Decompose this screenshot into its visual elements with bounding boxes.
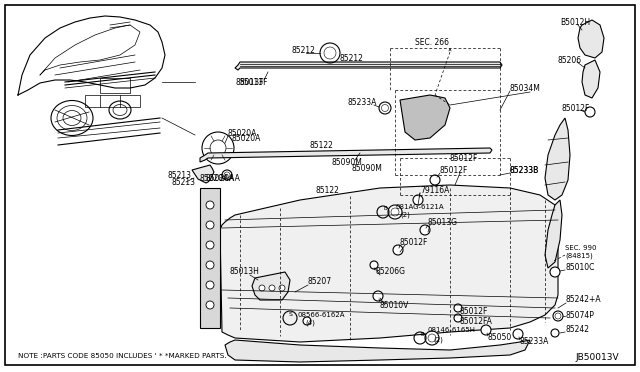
Bar xyxy=(100,78,130,93)
Text: NOTE :PARTS CODE 85050 INCLUDES ' * *MARKED PARTS.: NOTE :PARTS CODE 85050 INCLUDES ' * *MAR… xyxy=(18,353,227,359)
Circle shape xyxy=(550,267,560,277)
Text: 85090M: 85090M xyxy=(332,157,363,167)
Circle shape xyxy=(430,175,440,185)
Text: 85233A: 85233A xyxy=(347,97,376,106)
Text: 85212: 85212 xyxy=(340,54,364,62)
Circle shape xyxy=(222,170,232,180)
Text: 85012F: 85012F xyxy=(460,308,488,317)
Text: 85206: 85206 xyxy=(558,55,582,64)
Text: 85013F: 85013F xyxy=(240,77,269,87)
Circle shape xyxy=(481,325,491,335)
Polygon shape xyxy=(400,95,450,140)
Text: 85034M: 85034M xyxy=(510,83,541,93)
Text: 85012F: 85012F xyxy=(450,154,478,163)
Circle shape xyxy=(259,285,265,291)
Text: 85010V: 85010V xyxy=(380,301,410,310)
Circle shape xyxy=(585,107,595,117)
Text: 85122: 85122 xyxy=(315,186,339,195)
Text: (4): (4) xyxy=(305,320,315,326)
Text: B5012H: B5012H xyxy=(560,17,590,26)
Text: 85010C: 85010C xyxy=(566,263,595,273)
Polygon shape xyxy=(225,340,530,362)
Circle shape xyxy=(425,331,439,345)
Text: 85207: 85207 xyxy=(308,278,332,286)
Text: B: B xyxy=(420,331,424,337)
Text: 85213: 85213 xyxy=(172,177,196,186)
Bar xyxy=(200,188,220,328)
Text: 85122: 85122 xyxy=(310,141,334,150)
Circle shape xyxy=(370,261,378,269)
Text: 85020AA: 85020AA xyxy=(200,173,235,183)
Text: JB50013V: JB50013V xyxy=(575,353,619,362)
Circle shape xyxy=(373,291,383,301)
Polygon shape xyxy=(192,165,214,183)
Text: S: S xyxy=(289,311,293,317)
Text: 85020A: 85020A xyxy=(228,128,257,138)
Circle shape xyxy=(413,195,423,205)
Text: 85012F: 85012F xyxy=(562,103,590,112)
Text: 85242+A: 85242+A xyxy=(566,295,602,305)
Circle shape xyxy=(513,329,523,339)
Text: B: B xyxy=(383,205,387,211)
Polygon shape xyxy=(582,60,600,98)
Text: 85050: 85050 xyxy=(488,334,512,343)
Text: 85013G: 85013G xyxy=(428,218,458,227)
Circle shape xyxy=(206,301,214,309)
Text: SEC. 266: SEC. 266 xyxy=(415,38,449,46)
Text: 85020A: 85020A xyxy=(232,134,261,142)
Text: 85233B: 85233B xyxy=(510,166,540,174)
Polygon shape xyxy=(545,200,562,268)
Text: 85206G: 85206G xyxy=(375,267,405,276)
Text: 08146-6165H: 08146-6165H xyxy=(428,327,476,333)
Circle shape xyxy=(206,221,214,229)
Text: (84815): (84815) xyxy=(565,253,593,259)
Circle shape xyxy=(303,317,311,325)
Text: 08566-6162A: 08566-6162A xyxy=(298,312,346,318)
Polygon shape xyxy=(200,148,492,162)
Polygon shape xyxy=(578,20,604,58)
Text: 85212: 85212 xyxy=(292,45,316,55)
Circle shape xyxy=(279,285,285,291)
Text: 85012FA: 85012FA xyxy=(460,317,493,327)
Text: 85074P: 85074P xyxy=(566,311,595,320)
Circle shape xyxy=(393,245,403,255)
Polygon shape xyxy=(235,62,502,70)
Text: 85090M: 85090M xyxy=(352,164,383,173)
Circle shape xyxy=(420,225,430,235)
Text: 79116A: 79116A xyxy=(420,186,449,195)
Circle shape xyxy=(206,201,214,209)
Bar xyxy=(85,95,140,107)
Polygon shape xyxy=(220,185,558,342)
Circle shape xyxy=(454,304,462,312)
Text: 85242: 85242 xyxy=(566,326,590,334)
Polygon shape xyxy=(545,118,570,200)
Text: 85013F: 85013F xyxy=(236,77,264,87)
Circle shape xyxy=(551,329,559,337)
Circle shape xyxy=(388,205,402,219)
Text: 85013H: 85013H xyxy=(230,267,260,276)
Circle shape xyxy=(379,102,391,114)
Circle shape xyxy=(206,261,214,269)
Circle shape xyxy=(454,314,462,322)
Text: 85012F: 85012F xyxy=(400,237,428,247)
Text: SEC. 990: SEC. 990 xyxy=(565,245,596,251)
Text: 85233A: 85233A xyxy=(520,337,549,346)
Circle shape xyxy=(553,311,563,321)
Text: 85213: 85213 xyxy=(167,170,191,180)
Polygon shape xyxy=(252,272,290,300)
Text: (2): (2) xyxy=(433,337,443,343)
Text: (2): (2) xyxy=(400,212,410,218)
Text: 85012F: 85012F xyxy=(440,166,468,174)
Circle shape xyxy=(206,241,214,249)
Text: 081AG-6121A: 081AG-6121A xyxy=(395,204,444,210)
Circle shape xyxy=(206,281,214,289)
Circle shape xyxy=(269,285,275,291)
Text: 85233B: 85233B xyxy=(510,166,540,174)
Text: 85020AA: 85020AA xyxy=(206,173,241,183)
